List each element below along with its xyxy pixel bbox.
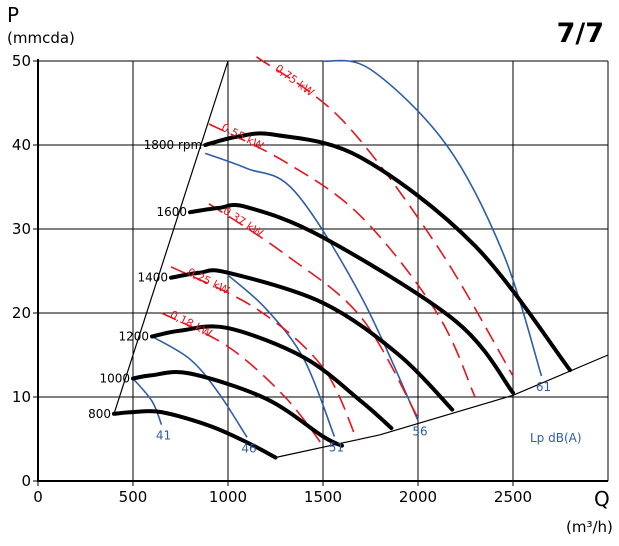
x-tick-label: 500 xyxy=(119,488,148,506)
y-tick-label: 10 xyxy=(12,388,31,406)
y-tick-label: 0 xyxy=(21,472,31,490)
y-tick-label: 50 xyxy=(12,52,31,70)
power-curve-0-37-kw xyxy=(208,203,419,419)
grid-lines xyxy=(38,60,609,481)
envelope-left xyxy=(113,60,229,414)
noise-curve-41 xyxy=(132,377,163,426)
noise-label-51: 51 xyxy=(329,440,344,454)
x-tick-label: 2000 xyxy=(399,488,437,506)
noise-label-46: 46 xyxy=(241,441,256,455)
noise-curves xyxy=(132,59,543,438)
speed-label-800: 800 xyxy=(88,407,111,421)
speed-curve-1600 xyxy=(188,203,515,395)
y-tick-label: 30 xyxy=(12,220,31,238)
speed-label-1400: 1400 xyxy=(137,271,168,285)
noise-label-41: 41 xyxy=(156,429,171,443)
speed-curves xyxy=(112,131,572,460)
noise-curve-56 xyxy=(204,152,419,421)
x-axis-unit: (m³/h) xyxy=(566,518,613,536)
noise-curve-46 xyxy=(151,335,248,438)
x-tick-label: 1000 xyxy=(209,488,247,506)
x-tick-label: 2500 xyxy=(494,488,532,506)
speed-label-1200: 1200 xyxy=(118,330,149,344)
noise-curve-51 xyxy=(227,274,336,437)
speed-curve-1200 xyxy=(150,324,394,431)
y-axis-unit: (mmcda) xyxy=(7,29,75,47)
speed-curve-1000 xyxy=(131,369,344,448)
power-curve-0-55-kw xyxy=(208,123,476,398)
power-curve-0-75-kw xyxy=(256,56,514,377)
y-tick-label: 40 xyxy=(12,136,31,154)
operating-envelope xyxy=(113,60,609,459)
x-axis-label: Q xyxy=(594,487,610,511)
y-tick-label: 20 xyxy=(12,304,31,322)
power-curve-0-25-kw xyxy=(170,266,358,442)
y-axis-label: P xyxy=(7,3,19,27)
noise-label-56: 56 xyxy=(412,425,427,439)
speed-curve-1400 xyxy=(169,268,455,412)
page-badge: 7/7 xyxy=(557,18,604,49)
power-label-0-55-kw: 0,55 kW xyxy=(219,121,265,153)
noise-label-61: 61 xyxy=(536,380,551,394)
envelope-right xyxy=(275,354,609,459)
noise-curve-61 xyxy=(322,59,543,377)
power-label-0-75-kw: 0,75 kW xyxy=(272,62,316,99)
speed-label-1000: 1000 xyxy=(99,372,130,386)
speed-curve-1800-rpm xyxy=(203,131,572,373)
axes xyxy=(33,59,608,486)
legend-noise-label: Lp dB(A) xyxy=(530,431,582,445)
x-tick-label: 1500 xyxy=(304,488,342,506)
x-tick-label: 0 xyxy=(33,488,43,506)
speed-curve-800 xyxy=(112,409,278,460)
speed-label-1800-rpm: 1800 rpm xyxy=(144,138,203,152)
speed-label-1600: 1600 xyxy=(156,205,187,219)
tick-labels: 0 500 1000 1500 2000 2500 0 10 20 30 40 50 xyxy=(12,52,532,506)
